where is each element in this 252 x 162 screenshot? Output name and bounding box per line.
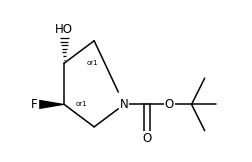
Text: or1: or1 bbox=[75, 101, 87, 107]
Text: N: N bbox=[120, 98, 129, 111]
Polygon shape bbox=[39, 100, 64, 109]
Text: HO: HO bbox=[55, 23, 73, 36]
Text: or1: or1 bbox=[87, 60, 98, 66]
Text: O: O bbox=[165, 98, 174, 111]
Text: O: O bbox=[142, 132, 151, 145]
Text: F: F bbox=[31, 98, 38, 111]
